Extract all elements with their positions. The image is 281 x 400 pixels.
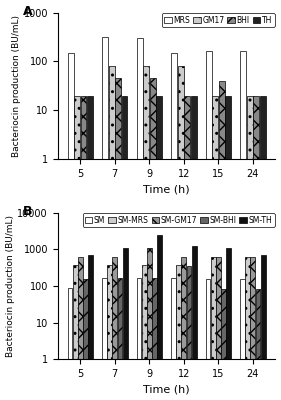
Bar — [256, 290, 260, 400]
Bar — [221, 290, 226, 400]
Bar — [147, 248, 152, 400]
Bar — [225, 96, 231, 400]
Bar — [206, 52, 212, 400]
Bar — [219, 81, 225, 400]
Bar — [187, 266, 191, 400]
Bar — [261, 255, 266, 400]
Bar — [137, 38, 142, 400]
Bar — [73, 265, 78, 400]
Bar — [240, 52, 246, 400]
Bar — [157, 235, 162, 400]
Bar — [182, 257, 186, 400]
Bar — [253, 96, 259, 400]
Bar — [191, 96, 196, 400]
X-axis label: Time (h): Time (h) — [143, 184, 190, 194]
Legend: SM, SM-MRS, SM-GM17, SM-BHI, SM-TH: SM, SM-MRS, SM-GM17, SM-BHI, SM-TH — [83, 213, 275, 227]
Bar — [192, 246, 196, 400]
Bar — [142, 265, 146, 400]
Bar — [178, 66, 183, 400]
Bar — [81, 96, 87, 400]
Legend: MRS, GM17, BHI, TH: MRS, GM17, BHI, TH — [162, 13, 275, 27]
Bar — [212, 96, 218, 400]
Bar — [226, 248, 231, 400]
Bar — [152, 278, 157, 400]
Bar — [88, 255, 93, 400]
Y-axis label: Bacteriocin production (BU/mL): Bacteriocin production (BU/mL) — [6, 215, 15, 357]
Bar — [250, 257, 255, 400]
Bar — [171, 278, 176, 400]
Bar — [216, 257, 221, 400]
Bar — [184, 96, 190, 400]
Bar — [108, 66, 115, 400]
Bar — [171, 53, 177, 400]
Bar — [112, 257, 117, 400]
Bar — [67, 288, 72, 400]
Bar — [87, 96, 93, 400]
Bar — [143, 66, 149, 400]
Bar — [137, 278, 141, 400]
Bar — [156, 96, 162, 400]
Bar — [260, 96, 266, 400]
Bar — [74, 96, 80, 400]
Bar — [247, 96, 253, 400]
Bar — [102, 278, 107, 400]
Bar — [176, 265, 181, 400]
Bar — [118, 278, 122, 400]
Text: A: A — [23, 5, 33, 18]
Bar — [149, 78, 155, 400]
Text: B: B — [23, 205, 32, 218]
Bar — [67, 53, 74, 400]
Bar — [245, 257, 250, 400]
Bar — [121, 96, 128, 400]
Y-axis label: Bacteriocin production (BU/mL): Bacteriocin production (BU/mL) — [12, 15, 21, 157]
Bar — [107, 265, 112, 400]
Bar — [78, 257, 83, 400]
Bar — [115, 78, 121, 400]
Bar — [123, 248, 128, 400]
Bar — [83, 280, 88, 400]
Bar — [211, 257, 216, 400]
Bar — [206, 280, 210, 400]
Bar — [240, 280, 245, 400]
X-axis label: Time (h): Time (h) — [143, 384, 190, 394]
Bar — [102, 37, 108, 400]
